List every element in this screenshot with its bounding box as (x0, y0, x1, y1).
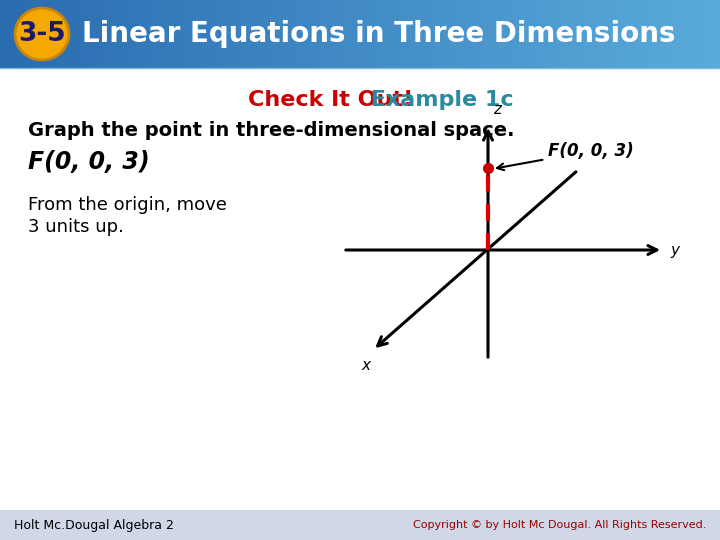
Text: 3-5: 3-5 (18, 21, 66, 47)
Text: Linear Equations in Three Dimensions: Linear Equations in Three Dimensions (82, 20, 675, 48)
Text: Check It Out!: Check It Out! (248, 90, 413, 110)
Text: Graph the point in three-dimensional space.: Graph the point in three-dimensional spa… (28, 120, 515, 139)
Text: From the origin, move: From the origin, move (28, 196, 227, 214)
Ellipse shape (15, 8, 69, 60)
Text: Example 1c: Example 1c (363, 90, 513, 110)
Text: Copyright © by Holt Mc Dougal. All Rights Reserved.: Copyright © by Holt Mc Dougal. All Right… (413, 520, 706, 530)
Text: Holt Mc.Dougal Algebra 2: Holt Mc.Dougal Algebra 2 (14, 518, 174, 531)
Text: F(0, 0, 3): F(0, 0, 3) (28, 150, 150, 174)
Text: x: x (361, 358, 371, 373)
Text: 3 units up.: 3 units up. (28, 218, 124, 236)
Text: F(0, 0, 3): F(0, 0, 3) (497, 142, 634, 170)
Text: z: z (493, 102, 501, 117)
Bar (0, 510, 720, 540)
Text: y: y (670, 242, 679, 258)
